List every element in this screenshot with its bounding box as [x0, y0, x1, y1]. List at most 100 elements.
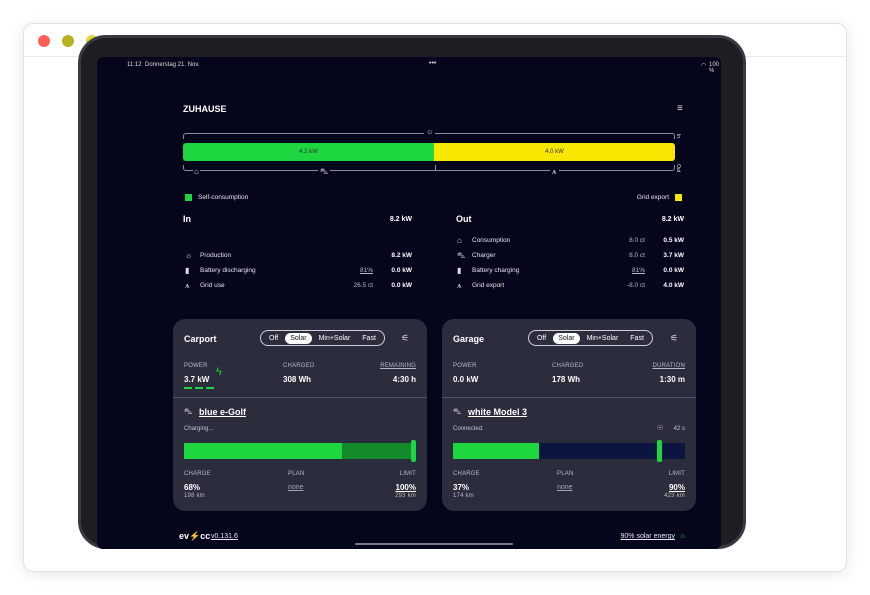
output-bracket: [183, 165, 675, 171]
loadpoint-card-carport: Carport Off Solar Min+Solar Fast ⚟ POWER 3.…: [173, 319, 427, 511]
in-title: In: [183, 214, 191, 224]
signal-icon: ☉: [657, 425, 664, 432]
carport-limit-handle[interactable]: [411, 440, 416, 462]
version-link[interactable]: v0.131.6: [211, 533, 238, 540]
multitask-dots[interactable]: •••: [429, 60, 437, 67]
mode-option-solar[interactable]: Solar: [553, 332, 580, 344]
in-row-value: 0.0 kW: [391, 267, 412, 274]
mode-option-fast[interactable]: Fast: [362, 334, 376, 342]
divider: [442, 397, 696, 398]
carport-charge: 68%: [184, 483, 201, 492]
carport-limit[interactable]: 100%: [395, 483, 416, 492]
grid-export-bar: 4.0 kW: [434, 143, 675, 161]
carport-charge-label: CHARGE: [184, 471, 211, 477]
in-total: 8.2 kW: [389, 216, 412, 223]
bar-in-label: In: [675, 133, 682, 139]
battery-icon: ▮: [185, 266, 190, 275]
out-row-value: 4.0 kW: [663, 282, 684, 289]
carport-title: Carport: [184, 334, 217, 344]
garage-plan[interactable]: none: [557, 484, 573, 491]
car-icon: ⛍: [318, 167, 331, 176]
charging-indicator: [184, 387, 216, 389]
garage-charge-label: CHARGE: [453, 471, 480, 477]
mode-option-off[interactable]: Off: [537, 334, 547, 342]
garage-range: 174 km: [453, 493, 474, 499]
menu-icon[interactable]: ≡: [677, 103, 683, 114]
carport-soc-fill: [184, 443, 342, 459]
grid-tower-icon: ⩚: [550, 167, 559, 176]
garage-power-label: POWER: [453, 363, 477, 369]
out-row-extra[interactable]: 81%: [631, 267, 645, 274]
out-row-label: Grid export: [472, 282, 505, 289]
grid-export-legend: Grid export: [636, 194, 669, 201]
minimize-icon[interactable]: [62, 35, 74, 47]
carport-plan-label: PLAN: [288, 471, 305, 477]
carport-charged-label: CHARGED: [283, 363, 315, 369]
out-row-label: Charger: [472, 252, 496, 259]
out-row-extra: 8.0 ct: [629, 237, 645, 244]
garage-soc-fill: [453, 443, 539, 459]
garage-status: Connected.: [453, 426, 484, 432]
bar-out-label: Out: [675, 163, 682, 173]
garage-duration-label[interactable]: DURATION: [652, 363, 685, 369]
mode-option-fast[interactable]: Fast: [630, 334, 644, 342]
in-row-extra: 26.5 ct: [353, 282, 373, 289]
garage-limit-label: LIMIT: [668, 471, 685, 477]
settings-sliders-icon[interactable]: ⚟: [401, 333, 410, 343]
in-row-label: Grid use: [200, 282, 225, 289]
garage-charged: 178 Wh: [552, 375, 581, 384]
carport-power-label: POWER: [184, 363, 208, 369]
self-consumption-bar: 4.2 kW: [183, 143, 434, 161]
out-row-extra: 8.0 ct: [629, 252, 645, 259]
status-time: 11:12: [127, 62, 142, 68]
close-icon[interactable]: [38, 35, 50, 47]
garage-duration: 1:30 m: [659, 375, 685, 384]
car-icon: ⛍: [457, 251, 466, 260]
in-row-value: 0.0 kW: [391, 282, 412, 289]
in-row-extra[interactable]: 81%: [359, 267, 373, 274]
mode-option-min-solar[interactable]: Min+Solar: [318, 334, 351, 342]
wifi-icon: ◠: [701, 63, 707, 69]
solar-energy-link[interactable]: 90% solar energy: [620, 533, 675, 540]
garage-limit-handle[interactable]: [657, 440, 662, 462]
out-title: Out: [456, 214, 472, 224]
page-title: ZUHAUSE: [183, 104, 227, 114]
garage-plan-label: PLAN: [557, 471, 574, 477]
car-icon: ⛍: [453, 407, 462, 416]
status-battery: 100 %: [709, 62, 720, 74]
settings-sliders-icon[interactable]: ⚟: [670, 333, 679, 343]
solar-badge-icon: ☼: [679, 531, 687, 540]
carport-mode-selector[interactable]: Off Solar Min+Solar Fast: [260, 330, 385, 346]
carport-remaining: 4:30 h: [392, 375, 416, 384]
carport-remaining-label[interactable]: REMAINING: [380, 363, 416, 369]
out-row-label: Battery charging: [472, 267, 520, 274]
self-consumption-swatch: [185, 194, 192, 201]
garage-soc-bar[interactable]: [453, 440, 685, 462]
home-icon: ⌂: [193, 167, 200, 176]
garage-charge: 37%: [453, 483, 470, 492]
carport-vehicle-name[interactable]: blue e-Golf: [199, 407, 246, 417]
garage-power: 0.0 kW: [453, 375, 479, 384]
app-screen: 11:12 Donnerstag 21. Nov. ••• ◠ 100 % ZU…: [97, 57, 721, 549]
out-total: 8.2 kW: [661, 216, 684, 223]
loadpoint-card-garage: Garage Off Solar Min+Solar Fast ⚟ POWER 0.0…: [442, 319, 696, 511]
carport-plan[interactable]: none: [288, 484, 304, 491]
in-row-label: Production: [200, 252, 232, 259]
garage-mode-selector[interactable]: Off Solar Min+Solar Fast: [528, 330, 653, 346]
evcc-logo: ev⚡cc: [179, 531, 211, 541]
garage-vehicle-name[interactable]: white Model 3: [468, 407, 528, 417]
garage-limit[interactable]: 90%: [668, 483, 685, 492]
carport-soc-bar[interactable]: [184, 440, 416, 462]
home-indicator[interactable]: [355, 543, 513, 545]
home-icon: ⌂: [457, 236, 462, 245]
tower-icon: ⩚: [457, 281, 462, 290]
garage-timer: 42 s: [673, 426, 685, 432]
mode-option-min-solar[interactable]: Min+Solar: [586, 334, 619, 342]
carport-charged: 308 Wh: [283, 375, 312, 384]
charging-bolt-icon: ϟ: [216, 366, 222, 378]
out-row-extra: -8.0 ct: [626, 282, 645, 289]
mode-option-solar[interactable]: Solar: [285, 332, 312, 344]
mode-option-off[interactable]: Off: [269, 334, 279, 342]
battery-icon: ▮: [457, 266, 462, 275]
garage-title: Garage: [453, 334, 485, 344]
